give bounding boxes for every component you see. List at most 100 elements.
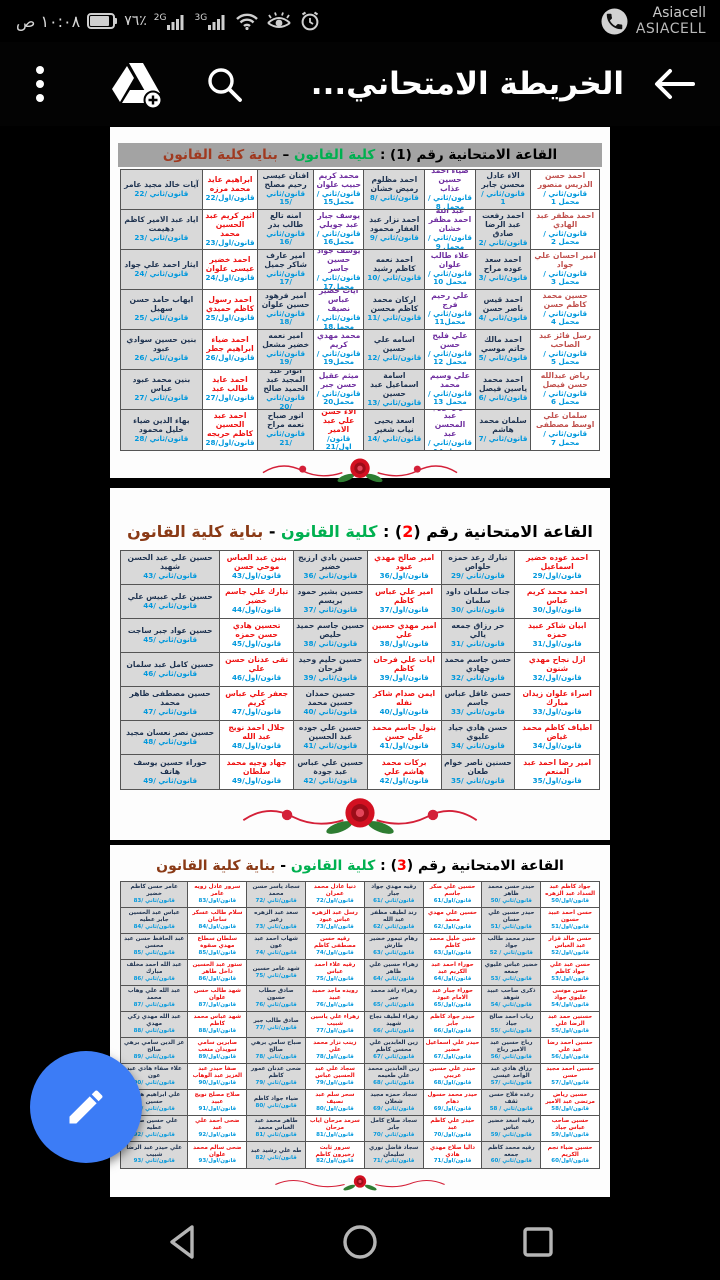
student-cell: ضحى عدنان عمور كاظم قانون/ثاني /79 (247, 1064, 306, 1090)
seat-label: قانون/اول/57 (551, 1079, 589, 1086)
nav-home-button[interactable] (330, 1212, 390, 1272)
student-name: احمد مظفر عبد الهادي (536, 210, 595, 229)
student-cell: سلطان سطاع مهدي صقوة قانون/اول/85 (188, 934, 247, 960)
student-name: يوسف جواد حسين جاسر (316, 250, 361, 274)
student-cell: حسين احمد رضا عبد علي قانون/اول/56 (541, 1038, 599, 1064)
student-cell: حسن عبد علي جواد كاظم قانون/اول/53 (541, 960, 599, 986)
student-name: حسين علي عبيس علي (127, 591, 213, 601)
seat-label: قانون/اول/77 (316, 1027, 354, 1034)
student-name: حوراء حسين يوسف هاتف (133, 757, 207, 776)
student-name: علاء طالب علوان (430, 250, 470, 269)
student-name: شهد طالب حسن علوان (193, 988, 241, 1002)
student-name: حسين عواد جبر ساجت (127, 625, 213, 635)
student-cell: علي رحيم فرج قانون/ثاني /محمل11 (425, 290, 475, 330)
student-name: صلاح مصلح نويج عبيد (194, 1092, 240, 1106)
seat-label: قانون/ثاني /22 (134, 188, 189, 198)
student-cell: صلاح مصلح نويج عبيد قانون/اول/91 (188, 1090, 247, 1116)
carrier-name: Asiacell (652, 4, 706, 21)
seat-label: قانون/ثاني /محمل 1 (543, 188, 588, 207)
hall-title-part: - (275, 858, 291, 874)
seat-label: قانون/اول/54 (551, 1001, 589, 1008)
student-name: جهاد وجيه محمد سلطان (226, 757, 287, 776)
student-cell: حيدر حسين علي حسان قانون/ثاني /51 (482, 908, 541, 934)
student-name: ازل نجاح مهدي شنون (528, 655, 586, 674)
back-button[interactable] (642, 52, 706, 116)
student-name: رسل عبد الزهره عباس عبود (311, 910, 358, 924)
student-name: حسن غافل عباس جاسم (444, 689, 512, 708)
search-icon (208, 68, 242, 102)
seat-label: قانون/ثاني /27 (134, 393, 189, 403)
search-button[interactable] (196, 56, 252, 112)
student-name: ضياء جواد كاظم (253, 1095, 299, 1102)
seat-label: قانون/اول/53 (551, 975, 589, 982)
student-cell: عبد الحافظ حسن عبد محسن قانون/ثاني /85 (120, 934, 188, 960)
student-cell: اياد عبد الامير كاظم دهيمت قانون/ثاني /23 (121, 210, 202, 250)
student-name: احمد عوده خضير اسماعيل (526, 553, 589, 572)
seat-label: قانون/ثاني /86 (133, 975, 175, 982)
seat-label: قانون/اول/69 (433, 1105, 472, 1112)
seating-column: حيدر حسن محمد ظاهر قانون/ثاني /50 حيدر حسي… (481, 882, 541, 1168)
nav-back-button[interactable] (152, 1212, 212, 1272)
student-name: ايات خضير عباس نصيف (319, 290, 359, 314)
student-cell: احمد عوده خضير اسماعيل قانون/اول/29 (515, 551, 599, 585)
student-name: صابرين سامي سويدان متعب (197, 1040, 238, 1054)
back-arrow-icon (655, 69, 695, 99)
seat-label: قانون/ثاني /محمل19 (316, 348, 361, 367)
student-name: عز الدين سامي برهي صالح (124, 1040, 185, 1054)
student-name: امير فرهود حسين علوان (261, 290, 310, 309)
student-cell: ابراهيم عايد محمد مرزه قانون/اول/22 (202, 170, 258, 210)
student-cell: احمد نعمه كاظم رشيد قانون/ثاني /10 (364, 250, 425, 290)
student-name: ضياء احمد حسين عذاب (431, 170, 469, 194)
student-name: احمد قيس ناصر حسن (482, 295, 524, 314)
seat-label: قانون/اول/55 (551, 1027, 589, 1034)
student-name: زهراء حسين علي ظاهر (369, 962, 419, 976)
document-page-3[interactable]: القاعة الامتحانية رقم (3) : كلية القانون… (110, 845, 610, 1197)
hall-title-part: ) : (375, 858, 397, 874)
student-cell: حسين علي عبيس علي قانون/ثاني /44 (121, 585, 220, 619)
student-name: زين العابدين علي محسن كاظم (369, 1040, 418, 1054)
seat-label: قانون/ثاني /17 (266, 268, 306, 287)
student-name: ستور عبد الحسين داخل طاهر (192, 962, 243, 976)
student-name: محمد مهدي كريم (317, 330, 361, 349)
seating-column: ابراهيم عايد محمد مرزه قانون/اول/22 اثير ك… (201, 170, 258, 450)
student-cell: امير علي عباس كاظم قانون/اول/37 (367, 585, 441, 619)
seat-label: قانون/اول/22 (205, 193, 255, 203)
edit-fab[interactable] (30, 1051, 142, 1163)
overflow-menu-button[interactable] (14, 54, 66, 114)
seat-label: قانون/ثاني /5 (478, 353, 528, 363)
seat-label: قانون/ثاني /33 (450, 707, 505, 717)
carrier-labels: Asiacell ASIACELL (636, 5, 706, 37)
student-name: رقيه اسعد خضير عباس (488, 1118, 535, 1132)
seat-label: قانون/ثاني /64 (373, 975, 415, 982)
student-cell: زينب نزار محمد علي قانون/اول/78 (306, 1038, 364, 1064)
student-name: امير علي عباس كاظم (375, 587, 434, 606)
seat-label: قانون/ثاني /77 (255, 1024, 297, 1031)
carrier-area: Asiacell ASIACELL (601, 5, 720, 37)
seat-label: قانون/اول/66 (433, 1027, 472, 1034)
document-page-2[interactable]: القاعة الامتحانية رقم (2) : كلية القانون… (110, 488, 610, 840)
alarm-icon (301, 11, 319, 31)
student-name: زهراء لطيف نجاح شهيد (369, 1014, 419, 1028)
student-name: حوراء احمد عبد الكريم عبد (431, 962, 474, 976)
student-name: تبارك علي جاسم خضير (225, 587, 289, 606)
seating-column: ضياء احمد حسين عذاب قانون/ثاني /محمل 8 عبد… (424, 170, 475, 450)
student-cell: ميثم عقيل حسن جبر قانون/ثاني /محمل20 (313, 370, 364, 410)
student-name: ايات علي فرحان كاظم (373, 655, 436, 674)
student-cell: اطياف كاظم محمد غياض قانون/اول/34 (515, 721, 599, 755)
nav-recents-button[interactable] (508, 1212, 568, 1272)
seat-label: قانون/ثاني /49 (143, 775, 198, 785)
student-name: سعد عبد الزهره زغير (254, 910, 299, 924)
student-cell: رزاق هادي عبد الواحد عيسى قانون/ثاني /57 (482, 1064, 541, 1090)
seat-label: قانون/اول/80 (316, 1105, 354, 1112)
student-cell: رباح حسين عبد الامير رباح قانون/ثاني /56 (482, 1038, 541, 1064)
student-cell: حسين بادي ارزيج خضير قانون/ثاني /36 (294, 551, 367, 585)
seat-label: قانون/اول/39 (379, 673, 429, 683)
seat-label: قانون/ثاني /23 (134, 233, 189, 243)
student-cell: حيدر حسن محمد ظاهر قانون/ثاني /50 (482, 882, 541, 908)
student-name: علي فليح حسن (432, 330, 468, 349)
add-to-drive-button[interactable] (104, 52, 168, 116)
student-name: بهاء الدين ضياء خليل محمود (133, 415, 190, 434)
document-page-1[interactable]: القاعة الامتحانية رقم (1) : كلية القانون… (110, 127, 610, 483)
seat-label: قانون/اول/49 (232, 775, 282, 785)
student-name: ذكرى صاحب عبيد شوهد (487, 988, 536, 1002)
